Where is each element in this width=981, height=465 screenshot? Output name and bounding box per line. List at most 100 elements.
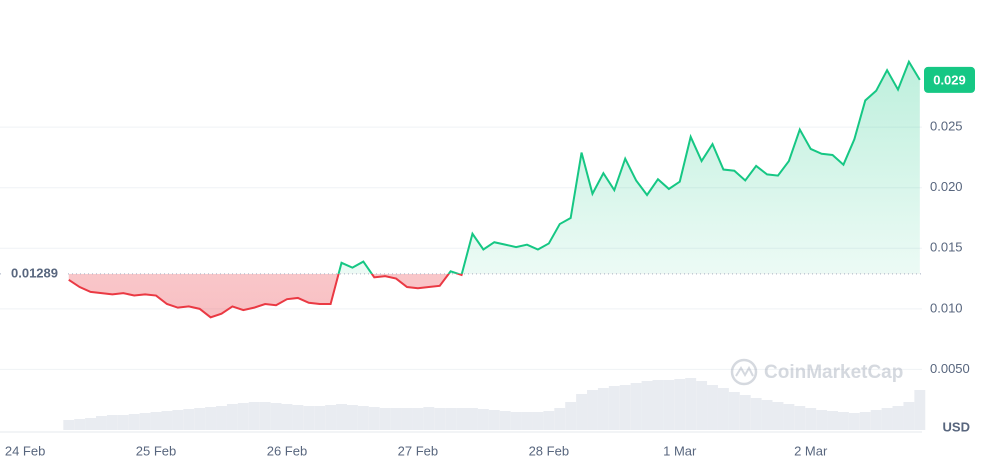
volume-bar bbox=[641, 381, 653, 430]
volume-bar bbox=[717, 388, 729, 430]
x-tick-label: 26 Feb bbox=[267, 443, 307, 458]
volume-bar bbox=[226, 404, 238, 430]
last-price-badge bbox=[924, 66, 975, 93]
volume-bar bbox=[783, 404, 795, 430]
volume-bar bbox=[74, 419, 86, 430]
volume-bar bbox=[543, 411, 555, 430]
volume-bar bbox=[674, 379, 686, 430]
volume-bar bbox=[521, 412, 533, 430]
y-tick-label: 0.010 bbox=[930, 300, 963, 315]
volume-bar bbox=[761, 400, 773, 430]
volume-bar bbox=[325, 405, 337, 430]
volume-bar bbox=[248, 402, 260, 430]
volume-bar bbox=[532, 412, 544, 430]
volume-bar bbox=[597, 388, 609, 430]
volume-bar bbox=[194, 408, 206, 430]
volume-bar bbox=[914, 390, 926, 430]
volume-bar bbox=[510, 412, 522, 430]
volume-bar bbox=[903, 402, 915, 430]
volume-bar bbox=[237, 403, 249, 430]
volume-bar bbox=[587, 390, 598, 430]
volume-bar bbox=[161, 411, 173, 430]
volume-bar bbox=[85, 418, 97, 430]
volume-bar bbox=[652, 380, 664, 430]
volume-bar bbox=[314, 406, 326, 430]
volume-bar bbox=[663, 380, 675, 430]
x-tick-label: 2 Mar bbox=[794, 443, 828, 458]
volume-bar bbox=[401, 408, 413, 430]
unit-label: USD bbox=[943, 419, 970, 434]
y-tick-label: 0.025 bbox=[930, 119, 963, 134]
x-tick-label: 27 Feb bbox=[398, 443, 438, 458]
y-tick-label: 0.0050 bbox=[930, 361, 970, 376]
volume-bar bbox=[205, 407, 217, 430]
volume-bar bbox=[259, 402, 271, 430]
area-down bbox=[68, 273, 920, 318]
volume-bar bbox=[565, 402, 577, 430]
y-tick-label: 0.015 bbox=[930, 240, 963, 255]
volume-bar bbox=[216, 406, 227, 430]
volume-bar bbox=[128, 414, 140, 430]
volume-bar bbox=[707, 385, 718, 430]
volume-bar bbox=[696, 381, 708, 430]
volume-bar bbox=[183, 409, 195, 430]
last-price-label: 0.029 bbox=[933, 72, 966, 87]
watermark: CoinMarketCap bbox=[730, 358, 903, 386]
volume-bar bbox=[270, 403, 282, 430]
volume-bar bbox=[379, 408, 391, 430]
volume-bar bbox=[608, 386, 620, 430]
volume-bar bbox=[117, 415, 129, 430]
volume-bar bbox=[805, 408, 817, 430]
volume-bar bbox=[870, 410, 882, 430]
volume-bar bbox=[619, 385, 631, 430]
volume-bar bbox=[630, 383, 642, 430]
volume-bar bbox=[848, 413, 860, 430]
volume-bar bbox=[772, 402, 784, 430]
volume-bar bbox=[750, 398, 762, 430]
volume-bar bbox=[827, 411, 838, 430]
volume-bar bbox=[346, 405, 358, 430]
volume-bar bbox=[685, 378, 697, 430]
volume-bar bbox=[106, 415, 118, 430]
volume-bar bbox=[554, 408, 566, 430]
volume-bar bbox=[96, 416, 107, 430]
baseline-label-bg bbox=[4, 264, 68, 283]
x-tick-label: 24 Feb bbox=[5, 443, 45, 458]
volume-bar bbox=[816, 410, 828, 430]
volume-bar bbox=[368, 407, 380, 430]
volume-bar bbox=[859, 412, 871, 430]
volume-bar bbox=[881, 408, 893, 430]
watermark-text: CoinMarketCap bbox=[764, 362, 903, 383]
volume-bar bbox=[445, 408, 457, 430]
baseline-label: 0.01289 bbox=[11, 265, 58, 280]
volume-bar bbox=[728, 392, 740, 430]
y-tick-label: 0.020 bbox=[930, 179, 963, 194]
volume-bar bbox=[292, 405, 304, 430]
volume-bar bbox=[139, 413, 151, 430]
volume-bar bbox=[63, 420, 75, 430]
volume-bar bbox=[434, 408, 446, 430]
price-line-down bbox=[68, 273, 463, 319]
volume-bar bbox=[488, 410, 500, 430]
volume-bar bbox=[336, 404, 347, 430]
x-tick-label: 28 Feb bbox=[529, 443, 569, 458]
volume-bar bbox=[303, 406, 315, 430]
volume-bar bbox=[467, 408, 478, 430]
volume-bar bbox=[499, 411, 511, 430]
volume-bar bbox=[150, 412, 162, 430]
volume-bar bbox=[739, 395, 751, 430]
volume-bar bbox=[456, 408, 468, 430]
x-tick-label: 1 Mar bbox=[663, 443, 697, 458]
volume-bar bbox=[390, 408, 402, 430]
volume-bar bbox=[477, 409, 489, 430]
volume-bar bbox=[423, 407, 435, 430]
volume-bar bbox=[837, 412, 849, 430]
volume-bar bbox=[412, 408, 424, 430]
x-tick-label: 25 Feb bbox=[136, 443, 176, 458]
price-line-up bbox=[337, 59, 921, 274]
volume-bar bbox=[576, 394, 588, 430]
volume-bar bbox=[794, 406, 806, 430]
volume-bar bbox=[281, 404, 293, 430]
